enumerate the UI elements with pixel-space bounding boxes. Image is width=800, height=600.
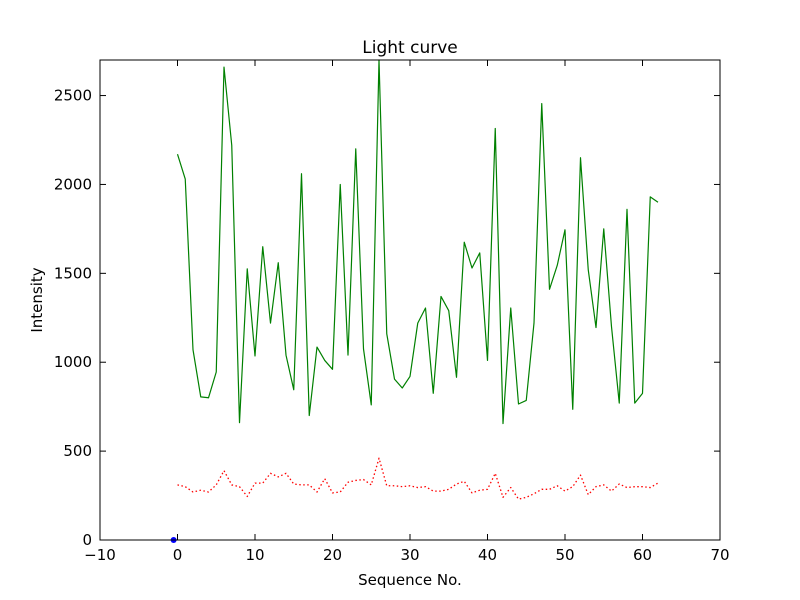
y-tick-label: 2000 xyxy=(54,175,92,193)
y-axis-label: Intensity xyxy=(28,267,46,332)
x-tick-label: 40 xyxy=(478,546,497,564)
series-1-line xyxy=(177,457,659,500)
series-0-line xyxy=(176,59,659,425)
chart-title: Light curve xyxy=(362,38,457,58)
x-tick-label: 70 xyxy=(710,546,729,564)
x-tick-label: 0 xyxy=(173,546,183,564)
x-tick-label: 50 xyxy=(555,546,574,564)
x-tick-label: 30 xyxy=(400,546,419,564)
y-tick-label: 1000 xyxy=(54,353,92,371)
x-axis-label: Sequence No. xyxy=(358,571,462,589)
x-tick-label: 20 xyxy=(323,546,342,564)
y-tick-label: 1500 xyxy=(54,264,92,282)
y-tick-label: 2500 xyxy=(54,87,92,105)
y-tick-label: 500 xyxy=(63,442,92,460)
x-tick-label: −10 xyxy=(84,546,116,564)
y-tick-label: 0 xyxy=(82,531,92,549)
x-tick-label: 60 xyxy=(633,546,652,564)
x-tick-label: 10 xyxy=(245,546,264,564)
